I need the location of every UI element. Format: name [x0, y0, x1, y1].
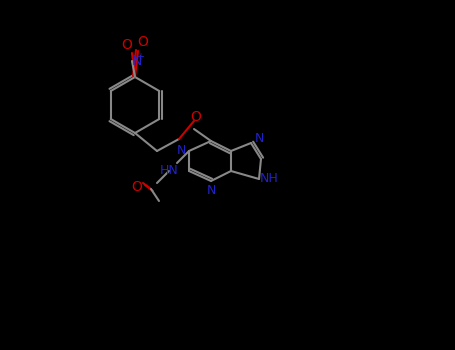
Text: O: O — [137, 35, 148, 49]
Text: +: + — [136, 52, 144, 62]
Text: O: O — [191, 110, 202, 124]
Text: N: N — [254, 132, 264, 145]
Text: O: O — [131, 180, 142, 194]
Text: NH: NH — [260, 173, 278, 186]
Text: O: O — [121, 38, 132, 52]
Text: N: N — [206, 183, 216, 196]
Text: N: N — [177, 145, 186, 158]
Text: N: N — [132, 54, 142, 68]
Text: HN: HN — [160, 164, 178, 177]
